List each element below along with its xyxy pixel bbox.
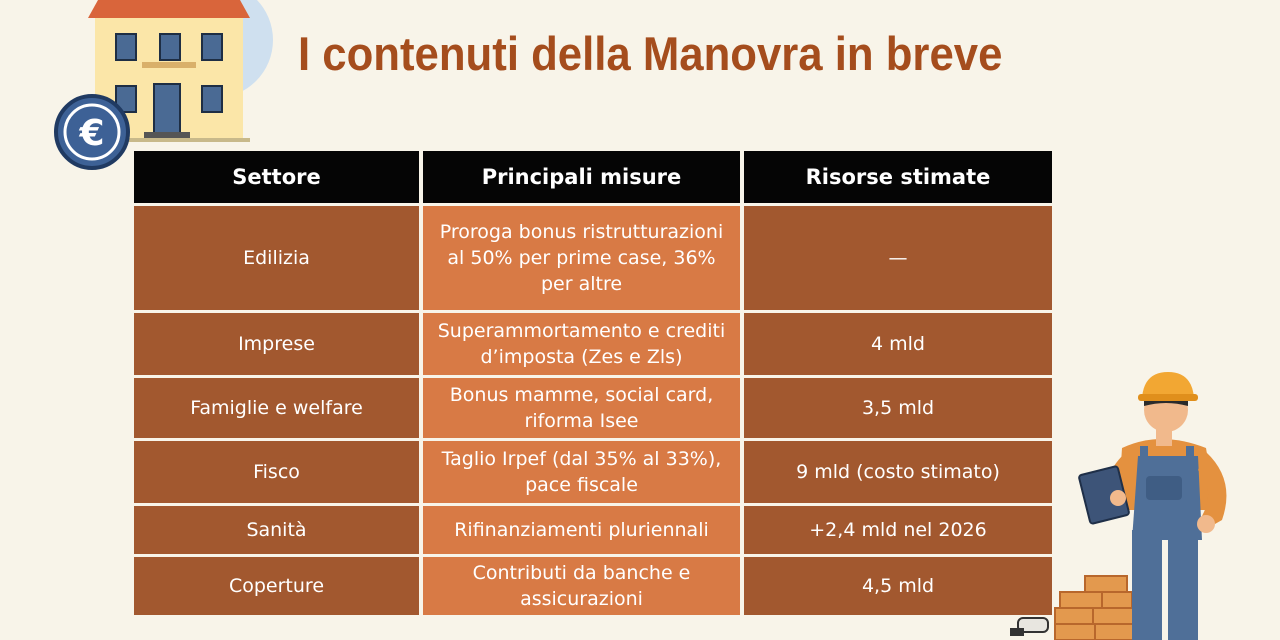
cell-misure: Proroga bonus ristrutturazioni al 50% pe… bbox=[423, 206, 740, 310]
cell-risorse: +2,4 mld nel 2026 bbox=[744, 506, 1052, 554]
cell-settore: Coperture bbox=[134, 557, 419, 615]
svg-text:€: € bbox=[78, 113, 104, 154]
cell-risorse: 3,5 mld bbox=[744, 378, 1052, 438]
euro-badge-icon: € bbox=[54, 94, 130, 170]
table-row: Edilizia Proroga bonus ristrutturazioni … bbox=[134, 206, 1052, 310]
cell-settore: Imprese bbox=[134, 313, 419, 375]
paint-roller-icon bbox=[1010, 617, 1049, 636]
table-row: Coperture Contributi da banche e assicur… bbox=[134, 557, 1052, 615]
page-title: I contenuti della Manovra in breve bbox=[298, 27, 1003, 80]
construction-worker-illustration bbox=[1010, 372, 1227, 640]
table-row: Sanità Rifinanziamenti pluriennali +2,4 … bbox=[134, 506, 1052, 554]
table-row: Imprese Superammortamento e crediti d’im… bbox=[134, 313, 1052, 375]
table-row: Fisco Taglio Irpef (dal 35% al 33%), pac… bbox=[134, 441, 1052, 503]
hard-hat-icon bbox=[1142, 372, 1194, 398]
header-misure: Principali misure bbox=[423, 151, 740, 203]
cell-risorse: 4 mld bbox=[744, 313, 1052, 375]
cell-risorse: 4,5 mld bbox=[744, 557, 1052, 615]
tablet-icon bbox=[1078, 465, 1130, 525]
cell-settore: Famiglie e welfare bbox=[134, 378, 419, 438]
cell-risorse: 9 mld (costo stimato) bbox=[744, 441, 1052, 503]
table-header-row: Settore Principali misure Risorse stimat… bbox=[134, 151, 1052, 203]
measures-table: Settore Principali misure Risorse stimat… bbox=[130, 148, 1056, 618]
bricks-icon bbox=[1054, 575, 1134, 640]
cell-risorse: — bbox=[744, 206, 1052, 310]
header-risorse: Risorse stimate bbox=[744, 151, 1052, 203]
cell-misure: Taglio Irpef (dal 35% al 33%), pace fisc… bbox=[423, 441, 740, 503]
cell-settore: Edilizia bbox=[134, 206, 419, 310]
cell-misure: Rifinanziamenti pluriennali bbox=[423, 506, 740, 554]
header-settore: Settore bbox=[134, 151, 419, 203]
cell-settore: Fisco bbox=[134, 441, 419, 503]
table-row: Famiglie e welfare Bonus mamme, social c… bbox=[134, 378, 1052, 438]
cell-settore: Sanità bbox=[134, 506, 419, 554]
cell-misure: Superammortamento e crediti d’imposta (Z… bbox=[423, 313, 740, 375]
cell-misure: Contributi da banche e assicurazioni bbox=[423, 557, 740, 615]
cell-misure: Bonus mamme, social card, riforma Isee bbox=[423, 378, 740, 438]
house-illustration: € bbox=[54, 0, 273, 170]
